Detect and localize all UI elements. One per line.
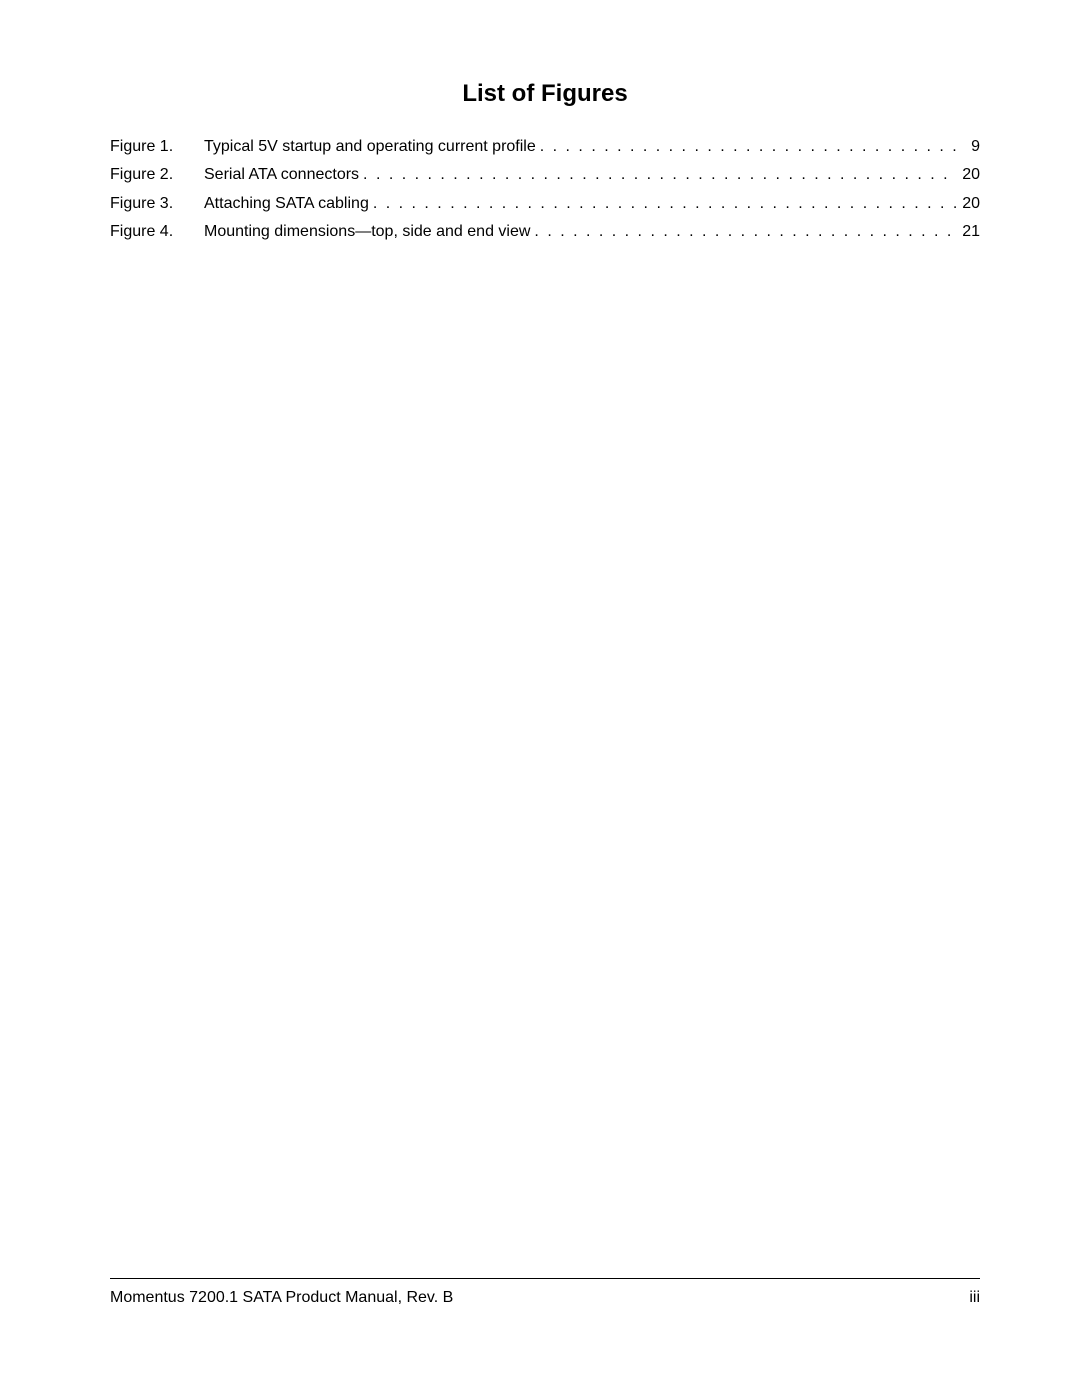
figure-label: Figure 3. xyxy=(110,193,204,215)
footer-page-number: iii xyxy=(969,1289,980,1307)
figure-description: Typical 5V startup and operating current… xyxy=(204,136,536,158)
figure-label: Figure 2. xyxy=(110,164,204,186)
figure-body: Serial ATA connectors . . . . . . . . . … xyxy=(204,164,980,186)
figure-body: Typical 5V startup and operating current… xyxy=(204,136,980,158)
leader-dots: . . . . . . . . . . . . . . . . . . . . … xyxy=(530,221,956,243)
figure-entry: Figure 3. Attaching SATA cabling . . . .… xyxy=(110,193,980,215)
figure-entry: Figure 2. Serial ATA connectors . . . . … xyxy=(110,164,980,186)
figure-description: Serial ATA connectors xyxy=(204,164,359,186)
figure-label: Figure 1. xyxy=(110,136,204,158)
figure-description: Mounting dimensions—top, side and end vi… xyxy=(204,221,530,243)
page-title: List of Figures xyxy=(110,80,980,108)
figure-body: Attaching SATA cabling . . . . . . . . .… xyxy=(204,193,980,215)
figure-entry: Figure 1. Typical 5V startup and operati… xyxy=(110,136,980,158)
figure-body: Mounting dimensions—top, side and end vi… xyxy=(204,221,980,243)
leader-dots: . . . . . . . . . . . . . . . . . . . . … xyxy=(359,164,956,186)
figure-page-number: 20 xyxy=(956,193,980,215)
leader-dots: . . . . . . . . . . . . . . . . . . . . … xyxy=(369,193,956,215)
figure-description: Attaching SATA cabling xyxy=(204,193,369,215)
figure-label: Figure 4. xyxy=(110,221,204,243)
figure-page-number: 9 xyxy=(956,136,980,158)
page-content: List of Figures Figure 1. Typical 5V sta… xyxy=(0,0,1080,244)
footer-left-text: Momentus 7200.1 SATA Product Manual, Rev… xyxy=(110,1289,453,1307)
figure-page-number: 21 xyxy=(956,221,980,243)
list-of-figures: Figure 1. Typical 5V startup and operati… xyxy=(110,136,980,244)
figure-entry: Figure 4. Mounting dimensions—top, side … xyxy=(110,221,980,243)
leader-dots: . . . . . . . . . . . . . . . . . . . . … xyxy=(536,136,956,158)
page-footer: Momentus 7200.1 SATA Product Manual, Rev… xyxy=(110,1278,980,1307)
figure-page-number: 20 xyxy=(956,164,980,186)
